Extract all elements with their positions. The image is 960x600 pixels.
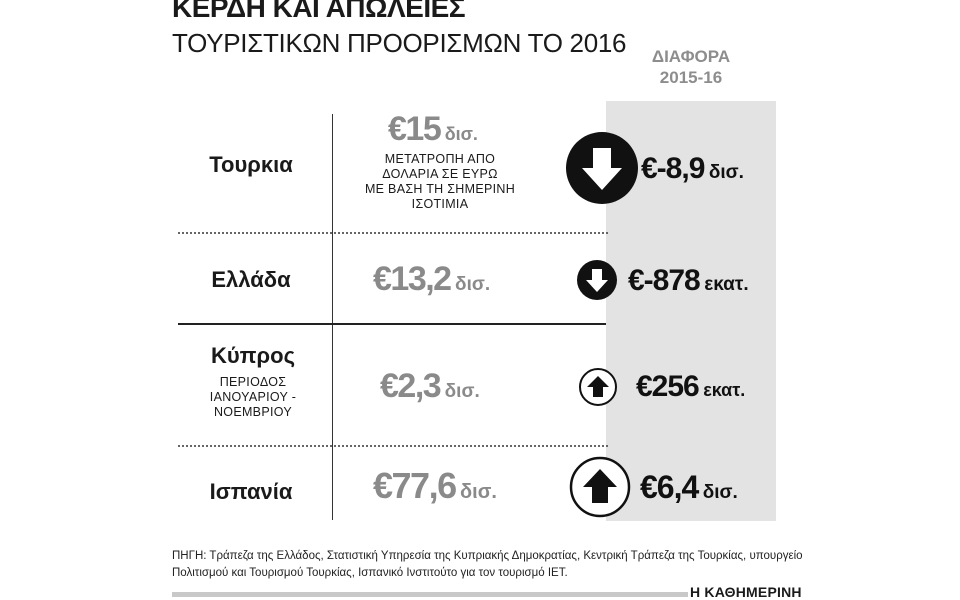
value-unit: δισ. <box>444 381 480 402</box>
row-separator-1 <box>178 232 608 234</box>
value-note-line: ΜΕ ΒΑΣΗ ΤΗ ΣΗΜΕΡΙΝΗ <box>364 182 516 196</box>
value-label: €2,3 δισ. <box>380 369 480 403</box>
column-divider-bottom <box>332 324 333 520</box>
chart-title: ΚΕΡΔΗ ΚΑΙ ΑΠΩΛΕΙΕΣ <box>172 0 466 23</box>
country-label: Τουρκια <box>209 152 293 177</box>
arrow-down-circle-icon <box>577 260 617 300</box>
difference-amount: €-878 <box>628 264 701 297</box>
row-separator-2 <box>178 323 606 325</box>
row-separator-3 <box>178 445 608 447</box>
value-amount: €13,2 <box>373 260 452 298</box>
country-label: Ελλάδα <box>211 267 291 292</box>
difference-amount: €256 <box>636 370 700 403</box>
arrow-down-circle-icon <box>566 132 638 204</box>
value-note-line: ΙΣΟΤΙΜΙΑ <box>411 197 469 211</box>
value-unit: δισ. <box>460 481 497 503</box>
arrow-up-circle-icon <box>579 368 617 406</box>
country-label: Ισπανία <box>209 479 293 504</box>
difference-header-line1: ΔΙΑΦΟΡΑ <box>651 47 731 66</box>
value-note-line: ΔΟΛΑΡΙΑ ΣΕ ΕΥΡΩ <box>382 167 498 181</box>
country-note: ΠΕΡΙΟΔΟΣ ΙΑΝΟΥΑΡΙΟΥ - ΝΟΕΜΒΡΙΟΥ <box>178 375 328 420</box>
difference-amount: €6,4 <box>640 469 699 505</box>
value-note-line: ΜΕΤΑΤΡΟΠΗ ΑΠΟ <box>384 152 496 166</box>
country-note-line: ΙΑΝΟΥΑΡΙΟΥ - <box>209 390 297 404</box>
difference-unit: δισ. <box>708 162 744 183</box>
country-note-line: ΝΟΕΜΒΡΙΟΥ <box>213 405 292 419</box>
difference-label: €-878 εκατ. <box>628 266 749 296</box>
publisher-logo: Η ΚΑΘΗΜΕΡΙΝΗ <box>690 584 802 600</box>
value-amount: €15 <box>388 110 442 148</box>
value-note: ΜΕΤΑΤΡΟΠΗ ΑΠΟ ΔΟΛΑΡΙΑ ΣΕ ΕΥΡΩ ΜΕ ΒΑΣΗ ΤΗ… <box>340 152 540 212</box>
difference-amount: €-8,9 <box>641 152 705 185</box>
difference-unit: δισ. <box>702 482 738 503</box>
value-amount: €2,3 <box>380 367 442 405</box>
arrow-up-circle-icon <box>569 456 631 518</box>
country-label: Κύπρος <box>210 343 296 368</box>
difference-label: €256 εκατ. <box>636 372 745 402</box>
country-note-line: ΠΕΡΙΟΔΟΣ <box>219 375 287 389</box>
difference-unit: εκατ. <box>703 380 746 400</box>
difference-label: €6,4 δισ. <box>640 471 738 503</box>
value-unit: δισ. <box>455 274 491 295</box>
chart-subtitle: ΤΟΥΡΙΣΤΙΚΩΝ ΠΡΟΟΡΙΣΜΩΝ ΤΟ 2016 <box>172 28 627 58</box>
value-unit: δισ. <box>444 124 478 144</box>
column-divider-top <box>332 114 333 324</box>
difference-label: €-8,9 δισ. <box>641 154 744 184</box>
value-label: €13,2 δισ. <box>373 262 490 296</box>
value-label: €77,6 δισ. <box>373 468 497 504</box>
difference-header-line2: 2015-16 <box>659 68 723 87</box>
value-label: €15 δισ. <box>388 112 478 146</box>
source-note: ΠΗΓΗ: Τράπεζα της Ελλάδος, Στατιστική Υπ… <box>172 550 803 579</box>
value-amount: €77,6 <box>373 465 457 506</box>
footer-bar <box>172 592 688 597</box>
difference-unit: εκατ. <box>704 274 749 295</box>
